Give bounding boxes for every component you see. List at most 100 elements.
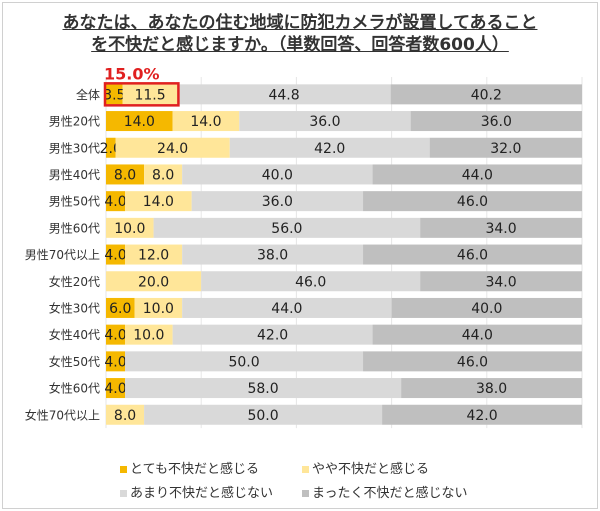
bar-segment: [106, 111, 173, 132]
bar-segment: [134, 297, 183, 318]
bar-segment: [125, 244, 183, 265]
bar-segment: [106, 84, 123, 105]
category-label: 女性20代: [49, 274, 100, 289]
data-label: 40.2: [471, 87, 502, 103]
bar-segment: [401, 378, 582, 399]
data-label: 4.0: [104, 381, 126, 397]
bar-segment: [391, 297, 582, 318]
data-label: 4.0: [104, 194, 126, 210]
bar-segment: [363, 244, 582, 265]
data-label: 20.0: [138, 274, 169, 290]
data-label: 14.0: [190, 114, 221, 130]
data-label: 14.0: [124, 114, 155, 130]
bar-segment: [372, 324, 582, 345]
data-label: 46.0: [457, 194, 488, 210]
data-label: 10.0: [114, 221, 145, 237]
data-label: 4.0: [104, 328, 126, 344]
bar-segment: [177, 84, 391, 105]
legend-item-1: やや不快だと感じる: [302, 458, 429, 477]
bar-segment: [115, 137, 230, 158]
category-label: 男性20代: [49, 115, 100, 129]
category-label: 男性50代: [49, 195, 100, 209]
bar-segment: [125, 351, 364, 372]
bar-segment: [144, 164, 183, 185]
category-label: 男性40代: [49, 168, 100, 182]
category-label: 全体: [76, 87, 100, 102]
legend-swatch: [302, 466, 309, 473]
bar-segment: [122, 84, 178, 105]
category-label: 男性70代以上: [25, 248, 100, 262]
data-label: 42.0: [314, 141, 345, 157]
data-label: 38.0: [257, 248, 288, 264]
bar-segment: [429, 137, 582, 158]
legend-item-3: まったく不快だと感じない: [302, 482, 467, 501]
data-label: 42.0: [466, 408, 497, 424]
data-label: 46.0: [457, 248, 488, 264]
legend-label: あまり不快だと感じない: [130, 486, 274, 501]
data-label: 14.0: [143, 194, 174, 210]
data-label: 44.0: [462, 167, 493, 183]
legend-item-2: あまり不快だと感じない: [120, 482, 273, 501]
data-label: 44.0: [271, 301, 302, 317]
data-label: 8.0: [152, 167, 174, 183]
title-line-2: を不快だと感じますか。（単数回答、回答者数600人）: [91, 35, 509, 55]
bar-segment: [390, 84, 582, 105]
bar-segment: [420, 217, 582, 238]
bar-segment: [239, 111, 411, 132]
data-label: 44.0: [462, 328, 493, 344]
bar-segment: [106, 217, 154, 238]
legend-swatch: [302, 490, 309, 497]
highlight-box: [103, 82, 180, 107]
category-label: 男性30代: [49, 141, 100, 155]
data-label: 44.8: [268, 87, 299, 103]
data-label: 46.0: [457, 354, 488, 370]
bar-segment: [382, 404, 582, 425]
data-label: 38.0: [476, 381, 507, 397]
bar-segment: [420, 271, 582, 292]
legend-label: やや不快だと感じる: [312, 462, 430, 477]
legend-swatch: [120, 466, 127, 473]
data-label: 40.0: [471, 301, 502, 317]
legend-label: とても不快だと感じる: [130, 462, 259, 477]
bar-segment: [172, 111, 240, 132]
data-label: 11.5: [134, 87, 165, 103]
data-label: 10.0: [143, 301, 174, 317]
bar-segment: [106, 378, 126, 399]
data-label: 56.0: [271, 221, 302, 237]
data-label: 4.0: [104, 248, 126, 264]
data-label: 40.0: [262, 167, 293, 183]
data-label: 3.5: [103, 87, 125, 103]
category-label: 男性60代: [49, 221, 100, 235]
data-label: 8.0: [114, 167, 136, 183]
bar-segment: [182, 244, 364, 265]
data-label: 12.0: [138, 248, 169, 264]
bar-segment: [172, 324, 373, 345]
bar-segment: [106, 244, 126, 265]
chart-title: あなたは、あなたの住む地域に防犯カメラが設置してあること を不快だと感じますか。…: [0, 12, 600, 56]
bar-segment: [410, 111, 582, 132]
bar-segment: [106, 351, 126, 372]
data-label: 32.0: [490, 141, 521, 157]
data-label: 36.0: [262, 194, 293, 210]
category-label: 女性30代: [49, 300, 100, 315]
bar-segment: [106, 137, 116, 158]
data-label: 10.0: [133, 328, 164, 344]
category-label: 女性70代以上: [25, 407, 100, 422]
bar-segment: [125, 191, 192, 212]
data-label: 50.0: [247, 408, 278, 424]
legend-label: まったく不快だと感じない: [312, 486, 468, 501]
legend-item-0: とても不快だと感じる: [120, 458, 259, 477]
bar-segment: [229, 137, 430, 158]
title-line-1: あなたは、あなたの住む地域に防犯カメラが設置してあること: [62, 13, 538, 33]
annotation-label: 15.0%: [104, 64, 160, 83]
category-label: 女性40代: [49, 327, 100, 342]
data-label: 8.0: [114, 408, 136, 424]
data-label: 50.0: [228, 354, 259, 370]
bar-segment: [106, 271, 202, 292]
data-label: 36.0: [309, 114, 340, 130]
data-label: 6.0: [109, 301, 131, 317]
bar-segment: [363, 191, 582, 212]
bar-segment: [182, 297, 392, 318]
bar-segment: [106, 324, 126, 345]
data-label: 34.0: [485, 274, 516, 290]
